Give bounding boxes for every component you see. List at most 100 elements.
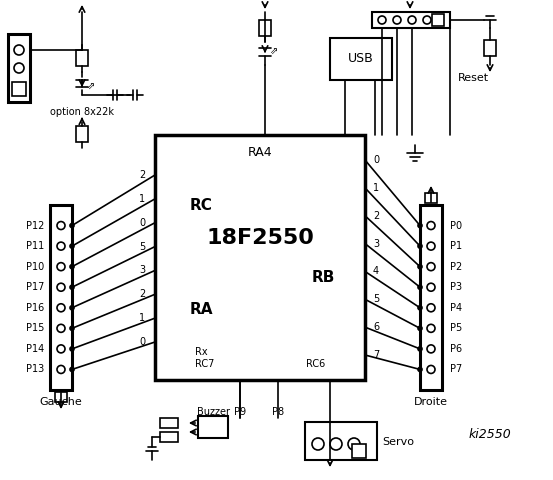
Circle shape — [57, 365, 65, 373]
Circle shape — [70, 368, 74, 372]
Circle shape — [418, 326, 422, 330]
Text: 2: 2 — [139, 289, 145, 300]
Bar — [420, 205, 442, 390]
Bar — [484, 40, 496, 56]
Text: 2: 2 — [139, 170, 145, 180]
Circle shape — [393, 16, 401, 24]
Text: RA: RA — [190, 302, 213, 317]
Bar — [8, 34, 30, 102]
Bar — [330, 38, 392, 80]
Text: P6: P6 — [450, 344, 462, 354]
Bar — [259, 20, 271, 36]
Text: P0: P0 — [450, 220, 462, 230]
Text: RA4: RA4 — [248, 146, 272, 159]
Circle shape — [427, 283, 435, 291]
Text: option 8x22k: option 8x22k — [50, 107, 114, 117]
Text: 1: 1 — [139, 194, 145, 204]
Text: 0: 0 — [139, 218, 145, 228]
Text: ⇗: ⇗ — [269, 47, 277, 57]
Text: P7: P7 — [450, 364, 462, 374]
Circle shape — [427, 324, 435, 332]
Circle shape — [378, 16, 386, 24]
Text: USB: USB — [348, 52, 374, 65]
Circle shape — [57, 263, 65, 271]
Circle shape — [423, 16, 431, 24]
Circle shape — [427, 263, 435, 271]
Text: 5: 5 — [139, 241, 145, 252]
Text: RC7: RC7 — [195, 359, 215, 369]
Text: 1: 1 — [139, 313, 145, 323]
Circle shape — [348, 438, 360, 450]
Text: P5: P5 — [450, 324, 462, 333]
Circle shape — [57, 222, 65, 229]
Bar — [76, 126, 88, 142]
Text: 0: 0 — [139, 337, 145, 347]
Text: P4: P4 — [450, 303, 462, 313]
Text: P11: P11 — [26, 241, 44, 251]
Text: ⇗: ⇗ — [86, 82, 94, 92]
Circle shape — [427, 242, 435, 250]
Circle shape — [408, 16, 416, 24]
Bar — [425, 193, 437, 203]
Text: P16: P16 — [26, 303, 44, 313]
Bar — [198, 416, 228, 438]
Circle shape — [14, 63, 24, 73]
Circle shape — [57, 345, 65, 353]
Text: Reset: Reset — [458, 73, 489, 83]
Text: P3: P3 — [450, 282, 462, 292]
Text: P1: P1 — [450, 241, 462, 251]
Bar — [50, 205, 72, 390]
Text: 0: 0 — [373, 155, 379, 165]
Text: Gauche: Gauche — [40, 397, 82, 407]
Bar — [305, 422, 377, 460]
Circle shape — [70, 306, 74, 310]
Text: 6: 6 — [373, 322, 379, 332]
Text: P17: P17 — [25, 282, 44, 292]
Circle shape — [418, 368, 422, 372]
Text: P2: P2 — [450, 262, 462, 272]
Bar — [352, 444, 366, 458]
Circle shape — [312, 438, 324, 450]
Circle shape — [57, 304, 65, 312]
Text: P12: P12 — [25, 220, 44, 230]
Bar — [55, 392, 67, 402]
Text: 7: 7 — [373, 350, 379, 360]
Text: P10: P10 — [26, 262, 44, 272]
Text: P14: P14 — [26, 344, 44, 354]
Circle shape — [418, 264, 422, 269]
Circle shape — [418, 347, 422, 351]
Text: Buzzer: Buzzer — [196, 407, 229, 417]
Text: RB: RB — [312, 271, 335, 286]
Circle shape — [427, 222, 435, 229]
Text: 1: 1 — [373, 183, 379, 193]
Text: P8: P8 — [272, 407, 284, 417]
Bar — [432, 14, 444, 26]
Bar — [372, 12, 450, 28]
Bar — [160, 432, 178, 442]
Text: P13: P13 — [26, 364, 44, 374]
Text: 5: 5 — [373, 294, 379, 304]
Circle shape — [427, 345, 435, 353]
Circle shape — [57, 283, 65, 291]
Circle shape — [14, 45, 24, 55]
Text: ki2550: ki2550 — [468, 429, 512, 442]
Circle shape — [418, 306, 422, 310]
Text: Droite: Droite — [414, 397, 448, 407]
Circle shape — [57, 242, 65, 250]
Text: 18F2550: 18F2550 — [206, 228, 314, 248]
Text: RC6: RC6 — [306, 359, 325, 369]
Circle shape — [427, 304, 435, 312]
Circle shape — [70, 224, 74, 228]
Bar — [12, 82, 26, 96]
Text: RC: RC — [190, 197, 213, 213]
Bar — [155, 135, 365, 380]
Text: 2: 2 — [373, 211, 379, 221]
Circle shape — [70, 285, 74, 289]
Text: 3: 3 — [373, 239, 379, 249]
Circle shape — [330, 438, 342, 450]
Text: Servo: Servo — [382, 437, 414, 447]
Circle shape — [57, 324, 65, 332]
Circle shape — [70, 264, 74, 269]
Bar — [76, 50, 88, 66]
Circle shape — [418, 224, 422, 228]
